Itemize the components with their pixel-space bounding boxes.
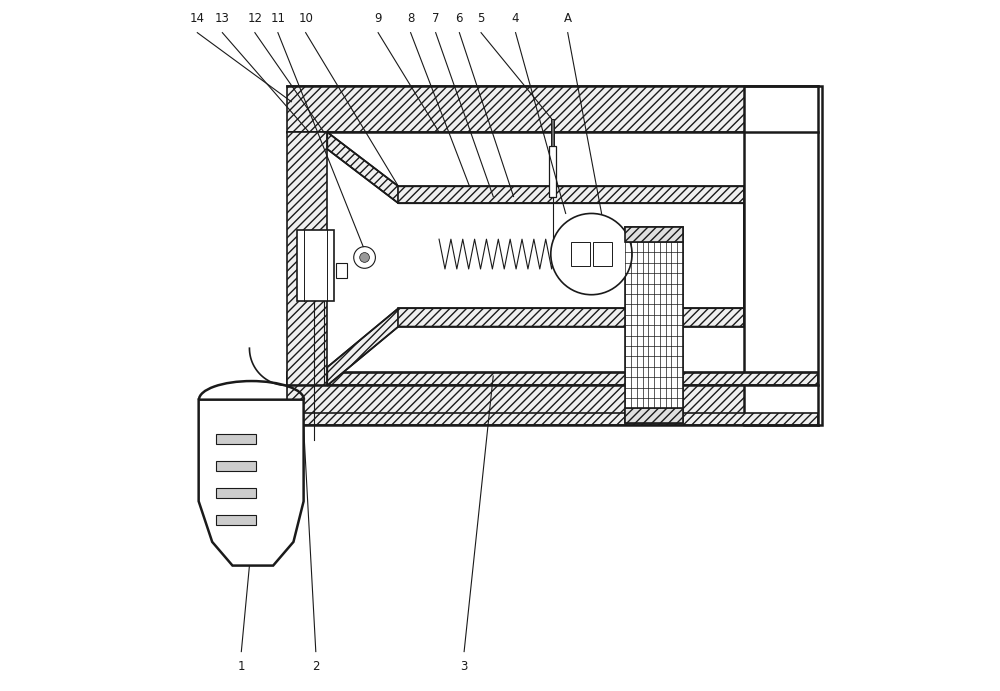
Bar (571, 242, 590, 266)
Bar (593, 242, 612, 266)
Bar (287, 372, 818, 386)
Bar (216, 434, 256, 444)
Bar (216, 515, 256, 525)
Polygon shape (327, 308, 398, 386)
Text: 1: 1 (238, 660, 245, 673)
Text: 7: 7 (432, 12, 439, 24)
Circle shape (360, 253, 369, 263)
Bar (287, 386, 818, 425)
Text: 14: 14 (190, 12, 205, 24)
Bar (398, 187, 744, 203)
Bar (625, 227, 683, 242)
Bar (287, 86, 818, 132)
Text: 6: 6 (456, 12, 463, 24)
Circle shape (354, 247, 375, 268)
Circle shape (551, 214, 632, 294)
Bar (287, 413, 818, 425)
Text: 9: 9 (374, 12, 382, 24)
Bar (549, 146, 556, 196)
Text: 12: 12 (247, 12, 262, 24)
Text: 13: 13 (215, 12, 230, 24)
Bar (216, 489, 256, 498)
Bar (336, 263, 347, 278)
Bar (287, 132, 327, 386)
Bar (287, 373, 818, 386)
Text: 4: 4 (512, 12, 519, 24)
Bar (625, 408, 683, 424)
Bar (216, 462, 256, 471)
Polygon shape (199, 399, 304, 565)
Text: 10: 10 (298, 12, 313, 24)
Bar (551, 119, 554, 146)
Polygon shape (327, 132, 398, 203)
Text: 2: 2 (312, 660, 320, 673)
Bar (744, 86, 822, 425)
Text: 8: 8 (407, 12, 414, 24)
Text: 5: 5 (477, 12, 485, 24)
Bar (625, 227, 683, 424)
Text: A: A (564, 12, 572, 24)
Bar (297, 230, 334, 301)
Text: 11: 11 (270, 12, 285, 24)
Bar (398, 308, 744, 327)
Text: 3: 3 (460, 660, 468, 673)
